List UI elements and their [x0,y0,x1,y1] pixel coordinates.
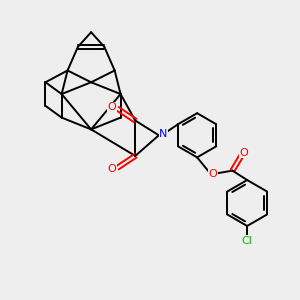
Text: N: N [159,129,167,139]
Text: Cl: Cl [242,236,253,246]
Text: O: O [107,102,116,112]
Text: O: O [107,164,116,174]
Text: O: O [239,148,248,158]
Text: O: O [208,169,217,179]
